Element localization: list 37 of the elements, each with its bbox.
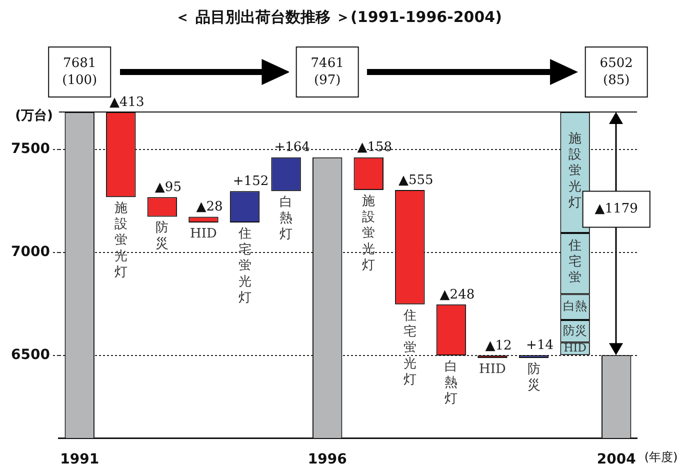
y-tick-label: 6500	[10, 347, 50, 364]
x-tick-label: 施設蛍光灯	[362, 194, 376, 273]
data-label: +152	[232, 174, 269, 190]
data-label: ▲12	[485, 338, 512, 354]
series-label: 住宅蛍	[568, 238, 582, 286]
data-label: +164	[274, 140, 310, 156]
data-label: ▲158	[357, 140, 392, 156]
x-tick-label: 1996	[308, 452, 347, 468]
x-tick-label: HID	[479, 362, 506, 377]
x-tick-label: 住宅蛍光灯	[237, 226, 252, 306]
annotation: ▲1179	[594, 202, 638, 217]
x-tick-label: 施設蛍光灯	[114, 201, 128, 280]
x-tick-label: 防災	[527, 362, 540, 393]
data-label: ▲28	[196, 200, 223, 215]
x-tick-label: 白熱灯	[280, 195, 293, 242]
data-label: +14	[526, 338, 554, 353]
data-label: ▲413	[109, 94, 144, 110]
series-label: 白熱	[563, 299, 588, 314]
data-label: ▲555	[398, 172, 434, 188]
y-tick-label: 7000	[10, 244, 50, 260]
data-label: ▲248	[440, 287, 475, 302]
x-tick-label: 白熱灯	[444, 359, 458, 406]
data-label: 7461 (97)	[310, 56, 344, 88]
data-label: ▲95	[154, 180, 182, 196]
x-tick-label: 2004	[596, 452, 636, 468]
x-tick-label: 1991	[60, 452, 100, 468]
y-axis-title: (万台)	[15, 107, 53, 124]
series-label: HID	[564, 342, 587, 355]
chart-title: ＜ 品目別出荷台数推移 ＞(1991-1996-2004)	[175, 8, 502, 26]
data-label: 7681 (100)	[62, 56, 98, 88]
series-label: 防災	[563, 323, 588, 338]
y-tick-label: 7500	[10, 140, 50, 157]
x-tick-label: 防災	[156, 220, 169, 252]
x-tick-label: HID	[190, 226, 217, 242]
data-label: 6502 (85)	[600, 56, 633, 88]
x-axis-title: (年度)	[644, 450, 677, 464]
x-tick-label: 住宅蛍光灯	[402, 308, 416, 388]
